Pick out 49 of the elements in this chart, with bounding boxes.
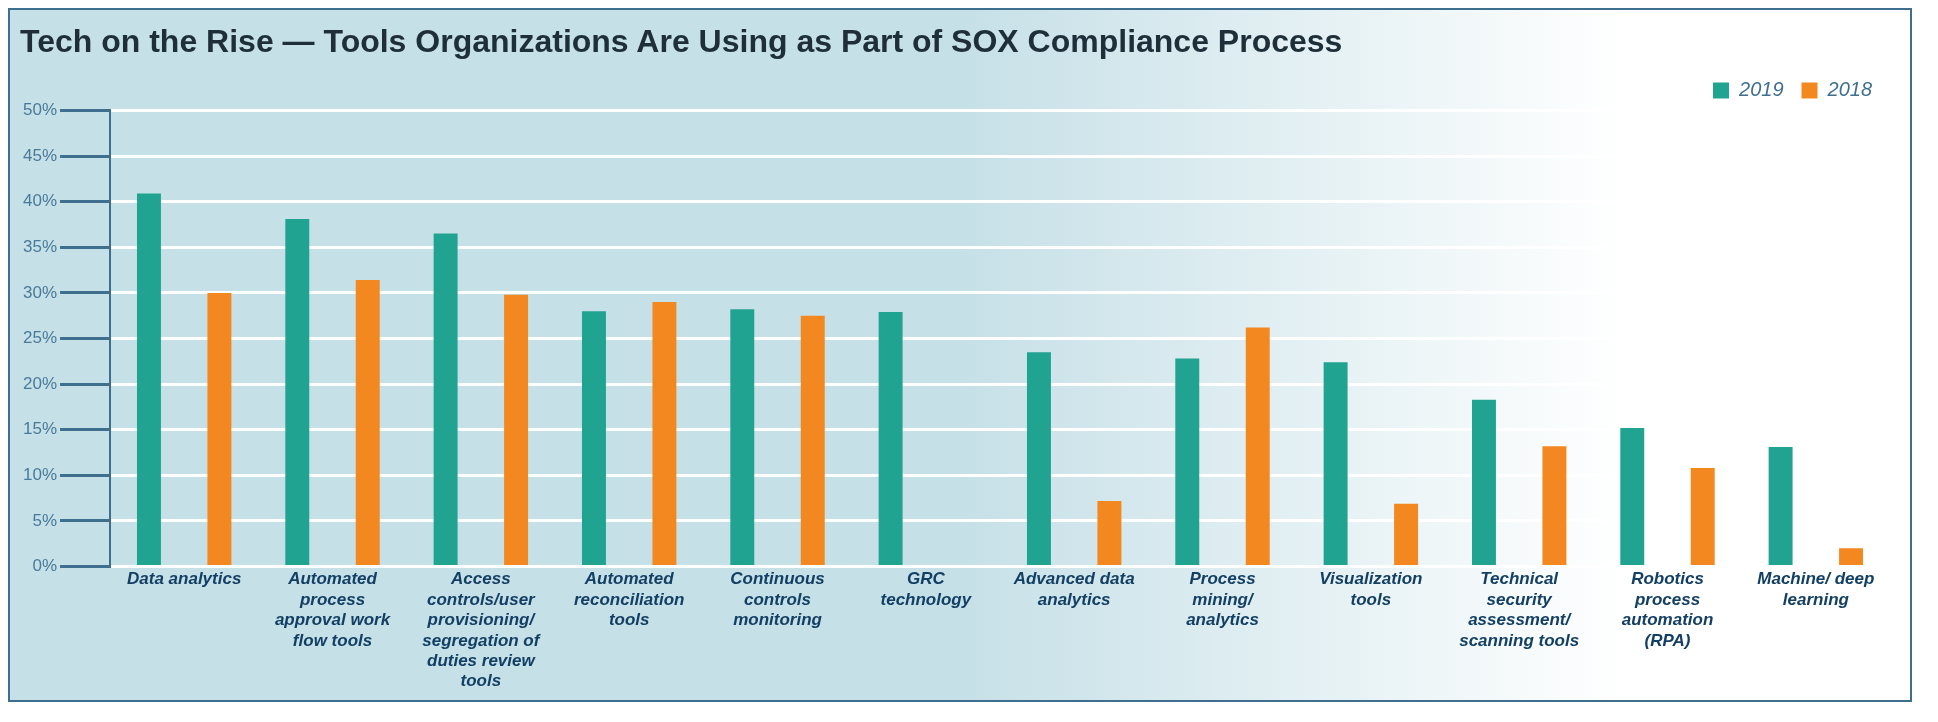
y-tick-label: 35% [22,236,58,256]
x-tick-label: Access controls/user provisioning/ segregation of duties review tools [422,569,542,691]
y-tick-label: 45% [22,145,58,165]
bar [285,218,310,566]
bar [1175,358,1200,566]
bar [1542,446,1567,566]
x-tick-label: Continuous controls monitoring [730,569,825,630]
x-tick-label: Process mining/ analytics [1186,569,1259,630]
chart-title: Tech on the Rise — Tools Organizations Are Using as Part of SOX Compliance Process [20,23,1343,60]
bar [1620,427,1645,566]
x-tick-label: GRC technology [880,569,973,609]
x-tick-label: Automated reconciliation tools [573,569,685,630]
bar [581,311,606,566]
x-tick-label: Advanced data analytics [1012,569,1135,609]
bar [1245,327,1270,566]
bar [1394,503,1419,566]
y-tick-label: 40% [22,191,58,211]
bar [652,302,677,566]
x-tick-label: Visualization tools [1319,569,1423,609]
x-tick-label: Data analytics [127,569,242,589]
y-tick-label: 20% [22,373,58,393]
bar [1839,548,1864,566]
bar [1323,362,1348,566]
y-tick-label: 5% [32,510,58,530]
bar [433,233,458,566]
bar [730,309,755,566]
y-tick-label: 50% [22,100,58,120]
bar [136,193,161,566]
legend-label: 2019 [1738,77,1784,100]
y-tick-label: 15% [22,419,58,439]
y-tick-label: 10% [22,465,58,485]
bar [800,315,825,566]
bar [878,312,903,566]
bar [1471,399,1496,566]
y-tick-label: 30% [22,282,58,302]
bar [504,294,529,566]
bar [207,292,232,566]
bar [355,280,380,566]
bar [1690,468,1715,566]
y-tick-label: 0% [32,556,58,576]
bar [1768,447,1793,566]
legend-label: 2018 [1826,77,1873,100]
bar [1097,500,1122,566]
bar [1026,352,1051,566]
x-tick-label: Technical security assessment/ scanning tools [1459,569,1580,650]
y-tick-label: 25% [22,328,58,348]
x-tick-label: Automated process approval work flow tools [274,569,392,650]
x-tick-label: Machine/ deep learning [1757,569,1875,609]
x-tick-label: Robotics process automation (RPA) [1621,569,1714,650]
